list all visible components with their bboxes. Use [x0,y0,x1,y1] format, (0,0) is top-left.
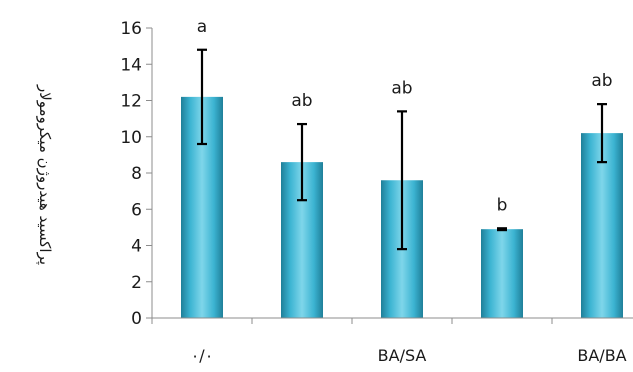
y-tick-label: 12 [120,92,142,112]
y-tick-label: 8 [131,164,142,184]
y-tick-label: 16 [120,19,142,39]
significance-label: a [197,17,207,37]
y-tick-label: 2 [131,273,142,293]
y-tick-label: 14 [120,55,142,75]
y-tick-label: 0 [131,309,142,329]
x-category-label: BA/BA [577,346,626,365]
y-tick-label: 10 [120,128,142,148]
x-category-label: BA/SA [378,346,427,365]
x-category-label: ۰/۰ [191,346,214,365]
bar [481,229,523,318]
significance-label: ab [591,71,612,91]
y-tick-label: 6 [131,200,142,220]
significance-label: b [497,195,508,215]
y-tick-label: 4 [131,237,142,257]
y-axis-title: پراکسید هیدروژن میکرومولار [35,84,54,265]
bar [581,133,623,318]
significance-label: ab [391,78,412,98]
significance-label: ab [291,91,312,111]
